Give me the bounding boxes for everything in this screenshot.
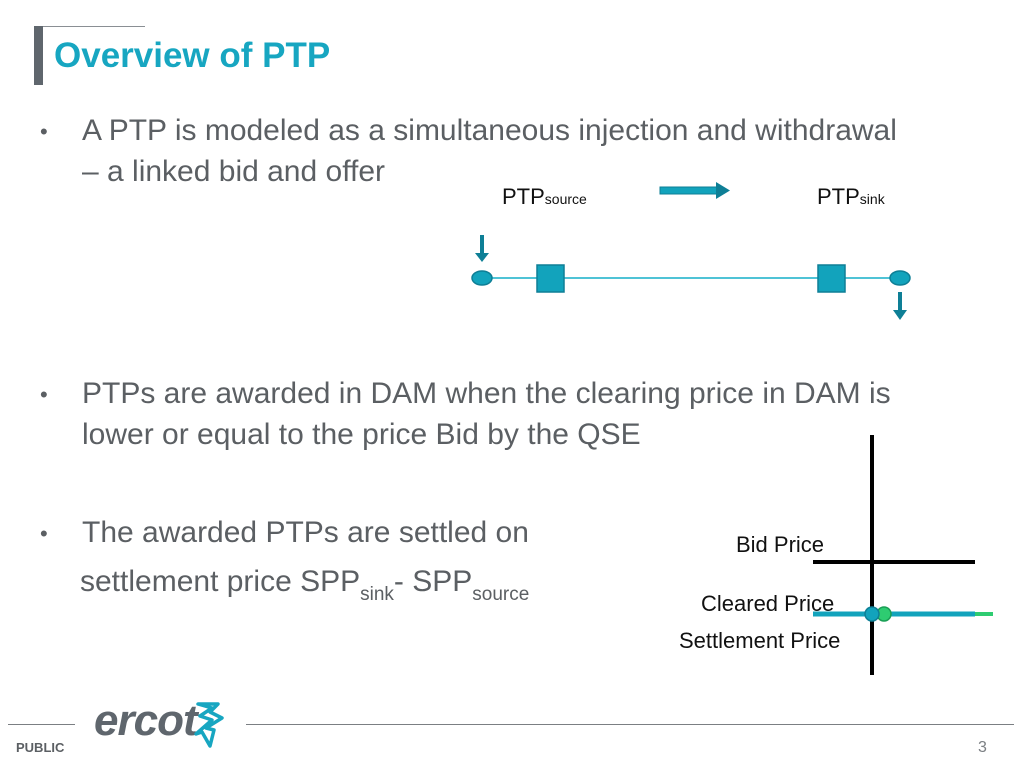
ercot-logo-icon: [194, 702, 224, 748]
sink-bus-icon: [817, 264, 846, 293]
right-arrow-icon: [659, 182, 730, 199]
page-number: 3: [978, 739, 987, 756]
spp-text: - SPP: [393, 565, 473, 598]
title-top-rule: [42, 26, 145, 27]
bid-price-label: Bid Price: [736, 532, 825, 557]
slide-title: Overview of PTP: [54, 36, 331, 75]
ercot-logo-text: ercot: [94, 696, 198, 745]
classification-label: PUBLIC: [16, 740, 65, 755]
bullet-1-line-1: A PTP is modeled as a simultaneous injec…: [82, 114, 897, 147]
ptp-sink-subscript: sink: [859, 191, 885, 207]
source-bus-icon: [536, 264, 565, 293]
footer-rule-left: [8, 724, 75, 725]
bullet-1-line-2: – a linked bid and offer: [82, 155, 386, 188]
source-node-icon: [471, 270, 493, 286]
bullet-2-line-1: PTPs are awarded in DAM when the clearin…: [82, 377, 891, 410]
bullet-dot-icon: •: [40, 119, 48, 144]
injection-arrow-icon: [475, 235, 489, 262]
ptp-sink-text: PTP: [817, 184, 860, 209]
footer-rule-right: [246, 724, 1014, 725]
bullet-3-line-1: The awarded PTPs are settled on: [82, 516, 529, 549]
bullet-3-line-2: settlement price SPPsink- SPPsource: [80, 561, 529, 606]
sink-subscript: sink: [360, 584, 394, 605]
bullet-dot-icon: •: [40, 521, 48, 546]
ptp-sink-label: PTPsink: [817, 184, 885, 210]
cleared-point-icon: [864, 606, 880, 622]
cleared-price-label: Cleared Price: [701, 591, 835, 616]
title-accent-bar: [34, 26, 43, 85]
ptp-network-diagram: [471, 235, 911, 320]
withdrawal-arrow-icon: [893, 292, 907, 320]
ptp-source-label: PTPsource: [502, 184, 587, 210]
settlement-text: settlement price SPP: [80, 565, 361, 598]
bullet-dot-icon: •: [40, 382, 48, 407]
bullet-2-line-2: lower or equal to the price Bid by the Q…: [82, 418, 641, 451]
price-diagram: [813, 435, 993, 675]
ptp-source-text: PTP: [502, 184, 545, 209]
source-subscript: source: [472, 584, 530, 605]
sink-node-icon: [889, 270, 911, 286]
ptp-source-subscript: source: [544, 191, 587, 207]
settlement-price-label: Settlement Price: [679, 628, 841, 653]
